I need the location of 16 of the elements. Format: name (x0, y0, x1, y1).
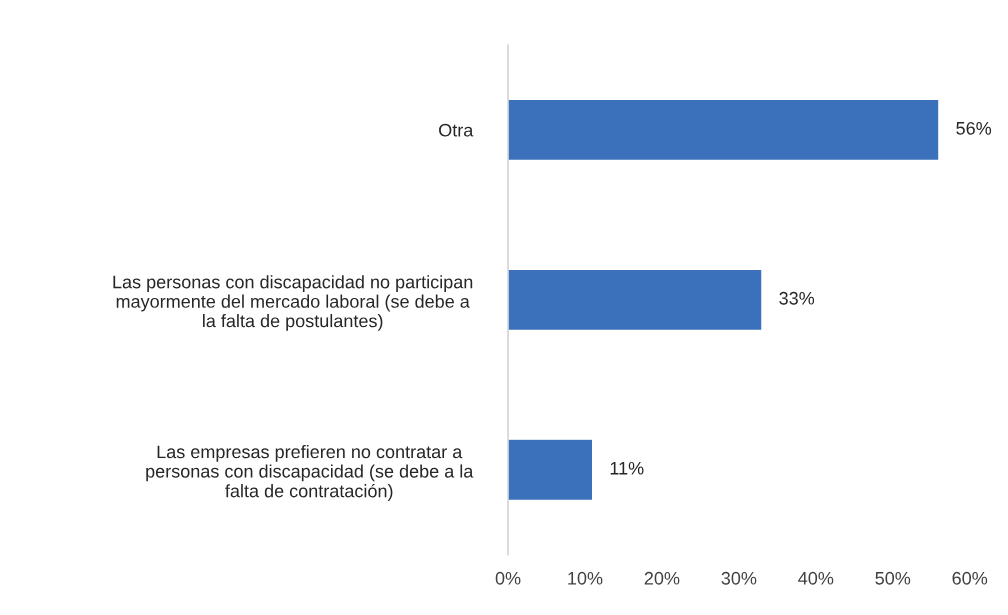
bar (508, 438, 594, 502)
bar (508, 98, 940, 162)
x-tick-label: 30% (721, 571, 757, 585)
x-tick-label: 20% (644, 571, 680, 585)
bar (508, 268, 763, 332)
y-tick-label: Las empresas prefieren no contratar a personas con discapacidad (se debe a la falta de contratación) (146, 444, 474, 501)
y-tick-label: Otra (439, 123, 474, 137)
y-tick-label: Las personas con discapacidad no participan mayormente del mercado laboral (se debe a la falta de postulantes) (113, 275, 473, 331)
data-label: 56% (956, 121, 992, 135)
data-label: 11% (610, 461, 644, 475)
x-tick-label: 50% (875, 571, 911, 585)
x-tick-label: 60% (952, 571, 988, 585)
x-tick-label: 10% (568, 571, 603, 585)
x-tick-label: 0% (495, 571, 521, 585)
x-tick-label: 40% (798, 571, 834, 585)
data-label: 33% (779, 291, 815, 305)
